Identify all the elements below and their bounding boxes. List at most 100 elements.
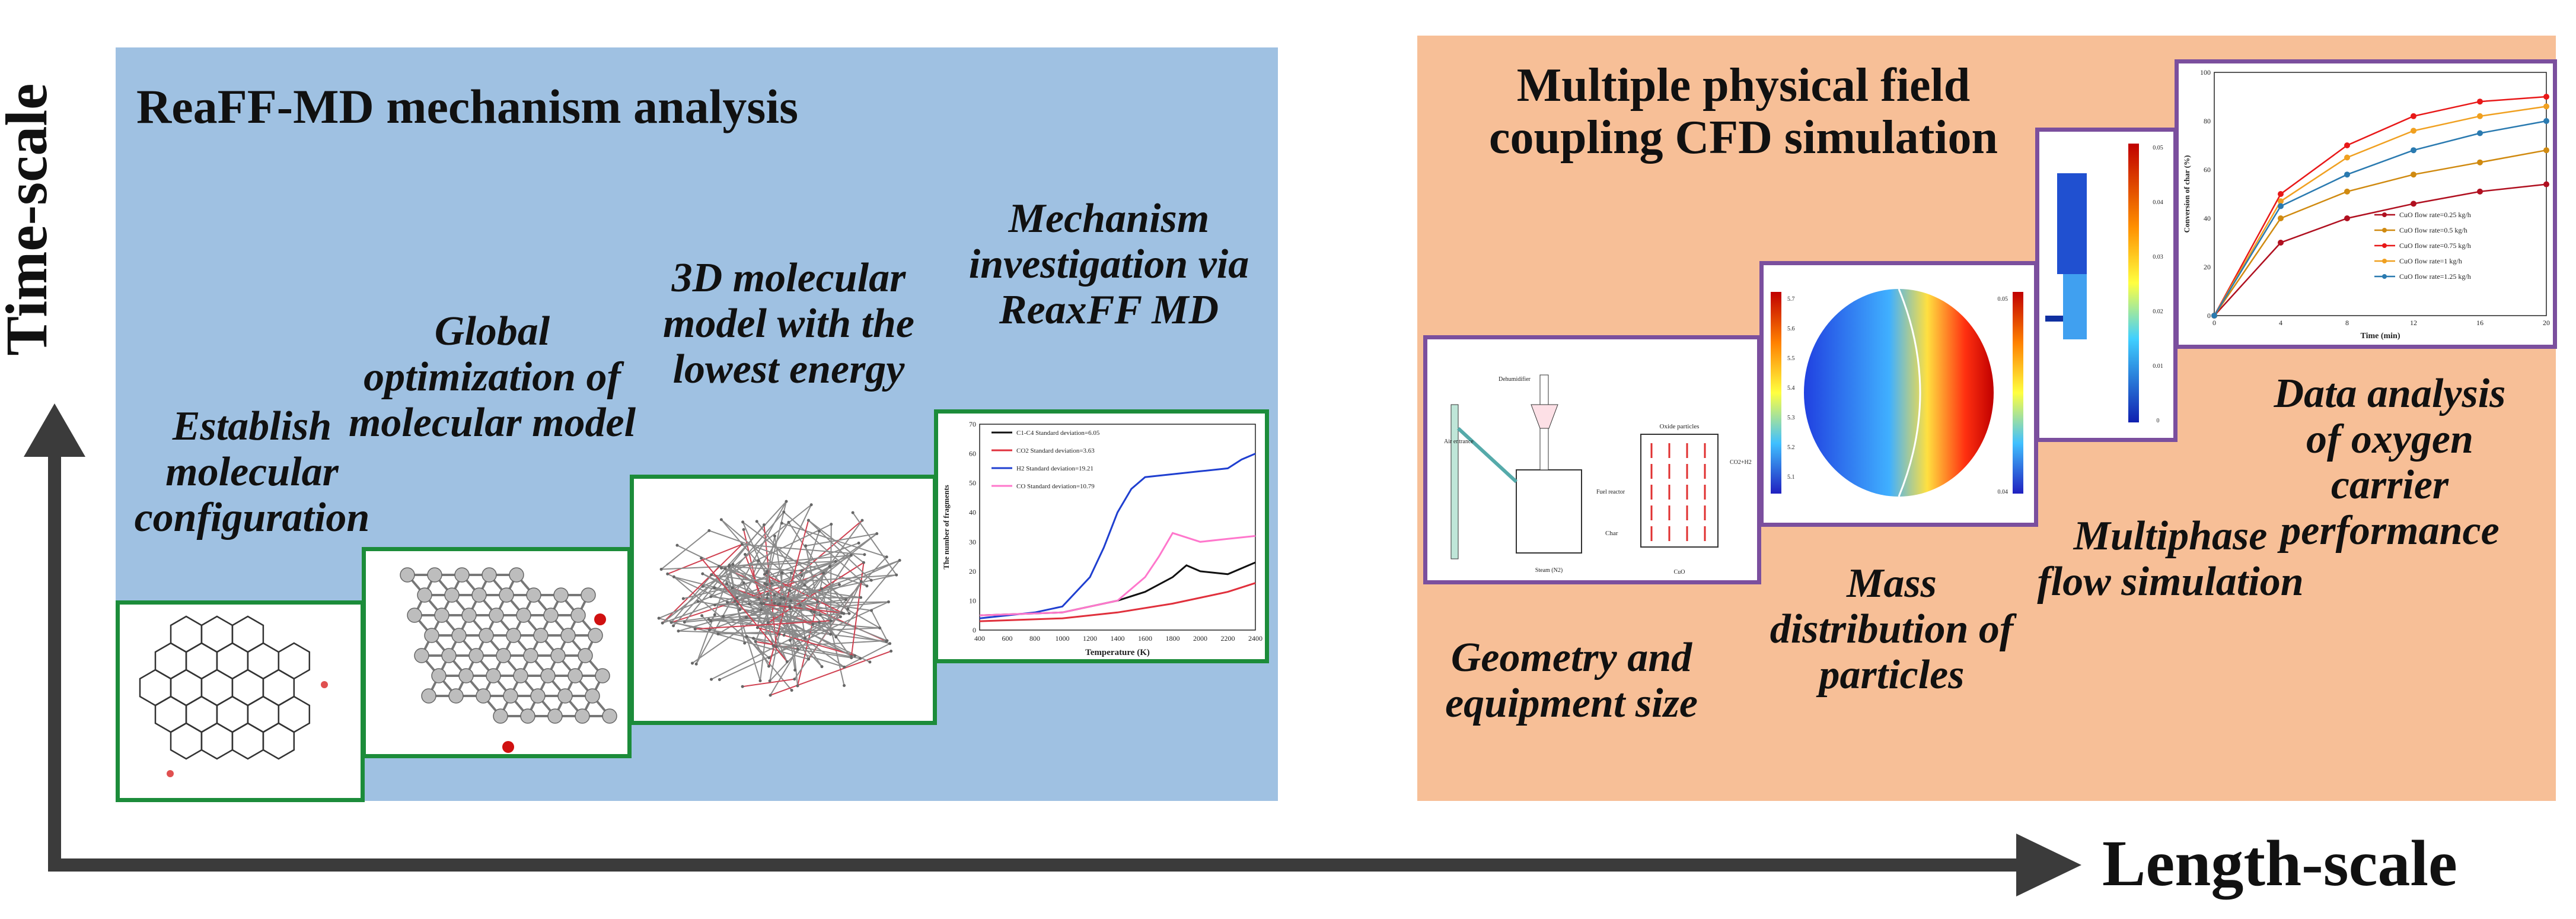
atom <box>851 511 855 514</box>
atom <box>745 635 748 638</box>
atom <box>887 600 890 603</box>
geometry-label: CO2+H2 <box>1730 459 1752 466</box>
atom <box>768 679 771 683</box>
flow-colorbar <box>2128 144 2139 422</box>
atom <box>885 555 888 559</box>
colorbar-tick: 5.4 <box>1787 385 1795 392</box>
hexagon-ring <box>154 642 187 680</box>
atom <box>672 624 675 628</box>
atom <box>675 543 679 547</box>
sphere-seam <box>1898 288 1921 497</box>
y-tick-label: 80 <box>2204 117 2211 125</box>
atom <box>740 543 744 546</box>
connector-pipe <box>1456 427 1518 484</box>
atom <box>788 605 792 608</box>
conversion-data-point <box>2278 198 2284 205</box>
hexagon-ring <box>216 695 249 733</box>
atom <box>767 656 771 660</box>
atom <box>701 584 704 588</box>
legend-marker <box>2382 274 2387 279</box>
conversion-chart-frame: 0 4 8 12 16 20 0 20 40 60 80 100 Time (min) Conversio… <box>2175 59 2557 349</box>
legend-marker <box>2382 243 2387 248</box>
hexagon-ring <box>247 695 280 733</box>
atom <box>713 603 716 607</box>
reactor-contour <box>2063 274 2087 339</box>
y-tick-label: 0 <box>2207 311 2211 320</box>
atom <box>777 603 780 606</box>
legend-label: CO Standard deviation=10.79 <box>1016 483 1095 490</box>
y-axis-label: Conversion of char (%) <box>2182 155 2191 233</box>
3d-molecule-diagram <box>657 500 901 697</box>
hexagon-ring <box>185 642 218 680</box>
atom <box>769 694 772 697</box>
colorbar-tick: 5.3 <box>1787 415 1795 421</box>
carbon-atom <box>417 587 432 603</box>
conversion-series-line <box>2213 149 2547 316</box>
carbon-atom <box>448 688 464 704</box>
atom <box>818 529 821 533</box>
carbon-atom <box>560 628 576 643</box>
bond <box>852 512 897 575</box>
step-mechanism-investigation: Mechanism investigation via ReaxFF MD <box>968 196 1249 333</box>
atom <box>834 635 838 639</box>
atom <box>828 565 831 568</box>
step-data-analysis: Data analysis of oxygen carrier performa… <box>2274 371 2506 554</box>
carbon-atom <box>568 668 583 683</box>
atom <box>777 632 781 636</box>
atom <box>709 595 713 599</box>
atom <box>785 500 788 503</box>
step-global-optimization: Global optimization of molecular model <box>348 309 636 446</box>
atom <box>741 685 744 688</box>
carbon-atom <box>557 688 573 704</box>
bond <box>808 520 865 564</box>
geometry-label: Oxide particles <box>1660 423 1700 430</box>
atom <box>789 607 792 610</box>
atom <box>818 613 822 617</box>
fuel-reactor-body <box>1516 469 1582 554</box>
atom <box>796 647 799 651</box>
hexagon-ring <box>231 669 264 707</box>
atom <box>793 668 797 672</box>
carbon-atom <box>421 688 436 704</box>
atom <box>888 642 892 645</box>
atom <box>807 657 811 661</box>
carbon-atom <box>553 587 569 603</box>
atom <box>789 599 793 603</box>
bond <box>710 511 785 597</box>
carbon-atom <box>595 668 610 683</box>
bond <box>844 643 891 668</box>
atom <box>820 587 824 590</box>
right-panel-title: Multiple physical field coupling CFD sim… <box>1489 59 1998 164</box>
hexagon-ring <box>185 695 218 733</box>
atom <box>763 582 767 586</box>
hexagon-ring <box>278 695 311 733</box>
bond <box>702 523 832 587</box>
carbon-atom <box>499 587 514 603</box>
carbon-atom <box>496 648 511 663</box>
atom <box>741 520 745 524</box>
atom <box>767 664 771 668</box>
conversion-data-point <box>2543 147 2549 154</box>
flow-simulation-contour: 0.05 0.04 0.03 0.02 0.01 0 <box>2045 144 2163 424</box>
atom <box>773 602 776 605</box>
legend-label: CuO flow rate=1 kg/h <box>2399 257 2462 265</box>
legend-label: CuO flow rate=0.5 kg/h <box>2399 226 2467 234</box>
left-panel-title: ReaFF-MD mechanism analysis <box>136 80 799 133</box>
char-conversion-chart: 0 4 8 12 16 20 0 20 40 60 80 100 Time (min) Conversio… <box>2182 68 2550 341</box>
carbon-atom <box>444 587 460 603</box>
carbon-atom <box>458 668 474 683</box>
x-arrowhead <box>2016 834 2081 896</box>
legend-label: CuO flow rate=1.25 kg/h <box>2399 272 2471 281</box>
atom <box>748 602 751 606</box>
carbon-atom <box>479 628 494 643</box>
geometry-label: Dehumidifier <box>1499 376 1531 383</box>
legend-label: CuO flow rate=0.75 kg/h <box>2399 241 2471 250</box>
step-establish-configuration: Establish molecular configuration <box>134 403 370 540</box>
atom <box>783 597 786 601</box>
colorbar-tick: 0.04 <box>2153 199 2163 206</box>
plot-area <box>2214 72 2547 316</box>
bond <box>701 615 719 635</box>
hexagon-ring <box>170 615 203 653</box>
atom <box>766 593 769 596</box>
atom <box>790 571 793 575</box>
